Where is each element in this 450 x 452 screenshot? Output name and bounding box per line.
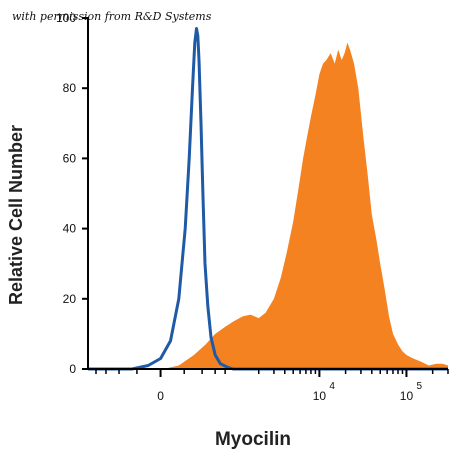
isotype-control-histogram-line (88, 27, 448, 371)
x-tick-label: 10 (400, 389, 414, 403)
credit-text: with permission from R&D Systems (12, 10, 212, 23)
y-tick-label: 60 (63, 151, 77, 165)
x-tick-label: 10 (313, 389, 327, 403)
y-axis-label: Relative Cell Number (6, 125, 26, 305)
y-tick-label: 80 (63, 81, 77, 95)
x-tick-exponent: 4 (329, 381, 335, 392)
y-tick-label: 0 (69, 362, 76, 376)
antibody-histogram-area (88, 42, 448, 369)
x-axis-label: Myocilin (215, 429, 291, 450)
y-tick-label: 100 (56, 11, 76, 25)
series-layer (88, 27, 448, 371)
y-axis-ticks: 0 20 40 60 80 100 (56, 11, 88, 376)
x-tick-exponent: 5 (416, 381, 422, 392)
y-tick-label: 20 (63, 292, 77, 306)
y-tick-label: 40 (63, 222, 77, 236)
x-tick-label: 0 (157, 389, 164, 403)
